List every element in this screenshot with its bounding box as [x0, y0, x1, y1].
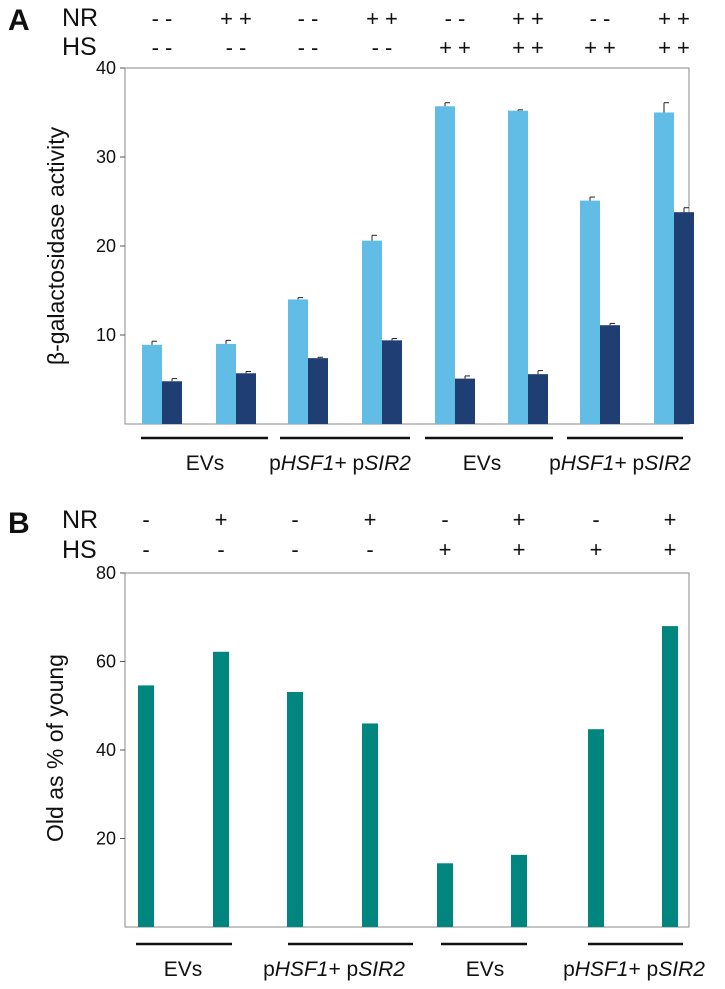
panel-a-bar-dark: [674, 212, 694, 424]
panel-a-bar-light: [362, 240, 382, 424]
panel-a-bar-dark: [528, 374, 548, 424]
panel-a-bars: [142, 102, 694, 425]
panel-a-hs-sign: - -: [372, 35, 393, 60]
panel-a-hs-sign: + +: [439, 35, 471, 60]
panel-a-hs-sign: - -: [226, 35, 247, 60]
panel-b-nr-sign: -: [592, 507, 599, 532]
panel-a-nr-sign: - -: [152, 6, 173, 31]
panel-b-bar-teal: [662, 626, 678, 927]
panel-a-bar-dark: [382, 340, 402, 424]
panel-b-nr-sign: -: [142, 507, 149, 532]
panel-b-hs-sign: -: [217, 537, 224, 562]
panel-b-bar-teal: [588, 729, 604, 927]
panel-b-nr-label: NR: [62, 506, 98, 534]
panel-a-bar-light: [142, 344, 162, 424]
panel-a-bar-dark: [455, 378, 475, 424]
panel-a-bar-light: [580, 200, 600, 424]
panel-a-group-label: pHSF1+ pSIR2: [549, 452, 691, 475]
panel-a-bar-dark: [308, 358, 328, 424]
panel-a-y-tick-label: 40: [96, 58, 116, 78]
panel-b-hs-sign: -: [291, 537, 298, 562]
panel-a-y-tick-label: 30: [96, 147, 116, 167]
panel-a-bar-light: [288, 299, 308, 424]
panel-a-hs-sign: + +: [584, 35, 616, 60]
panel-b-nr-sign: -: [291, 507, 298, 532]
panel-b-bar-teal: [138, 685, 154, 927]
panel-b-nr-sign: -: [441, 507, 448, 532]
panel-b-bar-teal: [511, 854, 527, 927]
panel-a-group-label: pHSF1+ pSIR2: [269, 452, 411, 475]
panel-a-y-axis-label: β-galactosidase activity: [43, 126, 69, 365]
panel-a-y-tick-label: 20: [96, 236, 116, 256]
panel-b-y-axis-label: Old as % of young: [42, 654, 68, 842]
panel-b: B NR HS - - + - - - + - - + + + - + + + 20 40 60 80 Old as…: [8, 506, 705, 981]
panel-a-bar-dark: [236, 373, 256, 424]
panel-a-bar-light: [435, 106, 455, 425]
panel-b-y-tick-label: 40: [96, 740, 116, 760]
panel-b-y-ticks: 20 40 60 80: [96, 563, 125, 849]
panel-a-group-labels: EVs pHSF1+ pSIR2 EVs pHSF1+ pSIR2: [141, 436, 691, 475]
panel-a-hs-sign: + +: [512, 35, 544, 60]
panel-b-group-label: EVs: [164, 958, 203, 981]
panel-b-bar-teal: [362, 723, 378, 927]
panel-b-hs-sign: +: [513, 537, 526, 562]
panel-a-group-label: EVs: [186, 452, 225, 475]
panel-b-group-label: EVs: [466, 958, 505, 981]
panel-a-nr-sign: - -: [590, 6, 611, 31]
panel-b-nr-sign: +: [364, 507, 377, 532]
panel-b-hs-label: HS: [62, 536, 97, 564]
panel-b-bar-teal: [213, 651, 229, 927]
panel-a-hs-sign: - -: [152, 35, 173, 60]
panel-a-group-label: EVs: [463, 452, 502, 475]
panel-a-hs-sign: - -: [298, 35, 319, 60]
panel-a-hs-label: HS: [62, 33, 97, 61]
panel-b-y-tick-label: 60: [96, 652, 116, 672]
panel-a-nr-label: NR: [62, 4, 98, 32]
panel-b-hs-sign: -: [366, 537, 373, 562]
panel-b-y-tick-label: 80: [96, 563, 116, 583]
panel-b-group-labels: EVs pHSF1+ pSIR2 EVs pHSF1+ pSIR2: [136, 942, 705, 981]
panel-b-bar-teal: [287, 692, 303, 927]
panel-a-bar-light: [216, 343, 236, 424]
panel-b-hs-sign: +: [439, 537, 452, 562]
panel-a-bar-dark: [162, 381, 182, 424]
panel-a-bar-light: [654, 112, 674, 424]
panel-b-hs-sign: +: [664, 537, 677, 562]
panel-a-y-ticks: 10 20 30 40: [96, 58, 125, 345]
panel-b-nr-sign: +: [664, 507, 677, 532]
panel-a-nr-sign: + +: [366, 6, 398, 31]
panel-b-hs-sign: +: [590, 537, 603, 562]
panel-b-bars: [138, 626, 678, 927]
panel-b-letter: B: [8, 507, 30, 540]
panel-a-bar-light: [508, 110, 528, 424]
panel-a-nr-sign: - -: [445, 6, 466, 31]
panel-b-condition-signs: - - + - - - + - - + + + - + + +: [142, 507, 676, 562]
panel-b-group-label: pHSF1+ pSIR2: [563, 958, 705, 981]
panel-a-nr-sign: + +: [512, 6, 544, 31]
panel-b-hs-sign: -: [142, 537, 149, 562]
panel-b-nr-sign: +: [215, 507, 228, 532]
panel-b-plot-frame: [124, 572, 690, 928]
panel-a-bar-dark: [600, 325, 620, 424]
panel-b-nr-sign: +: [513, 507, 526, 532]
panel-a-nr-sign: + +: [658, 6, 690, 31]
panel-a-y-tick-label: 10: [96, 325, 116, 345]
panel-a-condition-signs: - - - - + + - - - - - - + + - - - - + + + + + + - - +…: [152, 6, 690, 60]
panel-a-hs-sign: + +: [658, 35, 690, 60]
panel-a-letter: A: [8, 4, 30, 37]
panel-b-bar-teal: [437, 863, 453, 927]
panel-a: A NR HS - - - - + + - - - - - - + + - - - - + + + …: [8, 4, 694, 475]
panel-a-nr-sign: + +: [220, 6, 252, 31]
panel-b-group-label: pHSF1+ pSIR2: [263, 958, 405, 981]
panel-a-nr-sign: - -: [298, 6, 319, 31]
panel-b-y-tick-label: 20: [96, 829, 116, 849]
